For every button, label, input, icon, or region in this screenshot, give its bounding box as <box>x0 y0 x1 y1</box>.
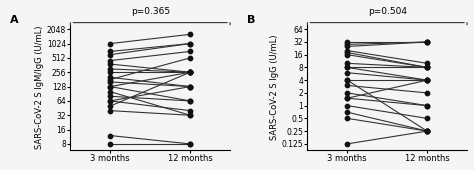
Text: p=0.504: p=0.504 <box>368 7 407 16</box>
Y-axis label: SARS-CoV-2 S IgG (U/mL): SARS-CoV-2 S IgG (U/mL) <box>270 35 279 140</box>
Text: A: A <box>10 15 18 25</box>
Y-axis label: SARS-CoV-2 S IgM/IgG (U/mL): SARS-CoV-2 S IgM/IgG (U/mL) <box>35 26 44 149</box>
Text: p=0.365: p=0.365 <box>131 7 170 16</box>
Text: B: B <box>247 15 255 25</box>
